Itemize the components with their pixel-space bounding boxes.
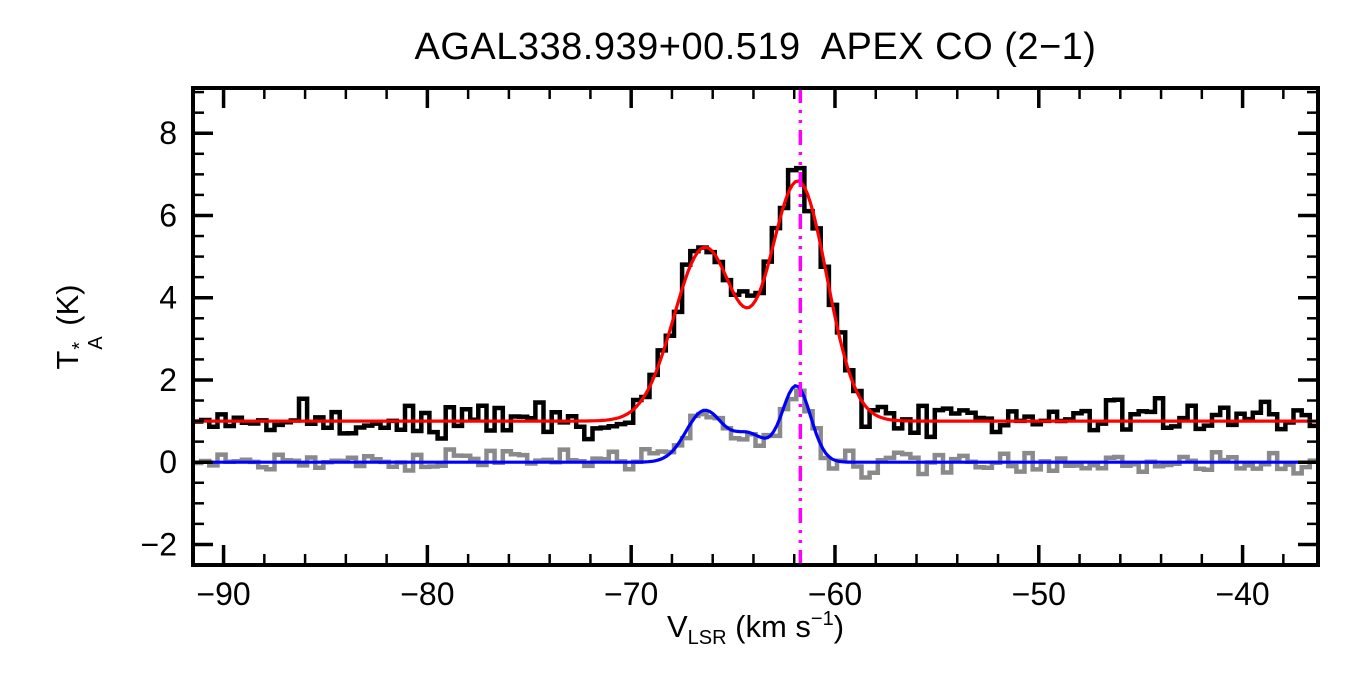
x-tick-label: −70 xyxy=(604,576,658,612)
y-label-script: * A xyxy=(69,336,107,350)
chart-title: AGAL338.939+00.519 APEX CO (2−1) xyxy=(414,26,1097,68)
y-label-units: (K) xyxy=(50,284,85,335)
secondary-gaussian-fit xyxy=(193,384,1318,464)
x-label-exponent: −1 xyxy=(810,608,834,630)
x-label-units-open: (km s xyxy=(726,609,811,644)
x-tick-label: −80 xyxy=(400,576,454,612)
axes: −90 −80 −70 −60 −50 −40 −2 0 2 4 6 8 xyxy=(141,86,1320,612)
y-tick-label: 0 xyxy=(159,444,177,480)
x-axis-label: VLSR (km s−1) xyxy=(193,608,1318,650)
main-gaussian-fit xyxy=(193,179,1318,423)
x-tick-label: −40 xyxy=(1215,576,1269,612)
x-label-subscript: LSR xyxy=(687,627,727,649)
x-tick-label: −90 xyxy=(196,576,250,612)
y-tick-label: 4 xyxy=(159,280,177,316)
x-tick-label: −50 xyxy=(1012,576,1066,612)
y-tick-label: 8 xyxy=(159,115,177,151)
y-tick-label: 2 xyxy=(159,362,177,398)
x-tick-label: −60 xyxy=(808,576,862,612)
main-spectrum xyxy=(193,165,1318,442)
y-axis-label: T * A (K) xyxy=(50,284,107,370)
x-label-symbol: V xyxy=(666,609,688,644)
y-tick-label: 6 xyxy=(159,197,177,233)
x-label-units-close: ) xyxy=(833,609,845,644)
y-label-symbol: T xyxy=(50,350,85,370)
y-tick-label: −2 xyxy=(141,526,177,562)
plot-curves xyxy=(193,88,1318,565)
